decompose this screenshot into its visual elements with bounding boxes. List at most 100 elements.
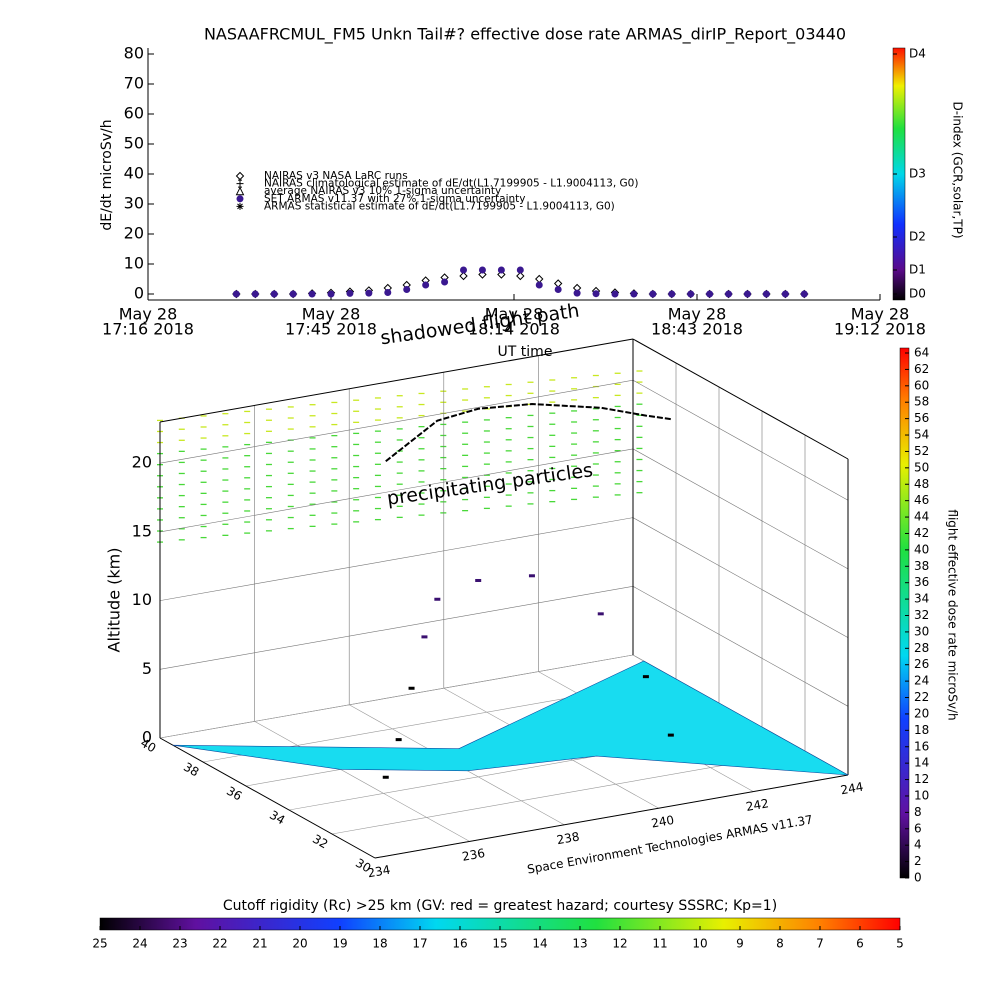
marker-circle bbox=[687, 290, 695, 298]
lon-tick-label: 244 bbox=[839, 780, 864, 798]
marker-plus bbox=[236, 179, 244, 188]
colorbar-tick-label: 48 bbox=[914, 477, 929, 491]
colorbar-tick-label: 6 bbox=[914, 821, 922, 835]
colorbar-tick-label: 14 bbox=[532, 937, 547, 951]
colorbar-tick-label: 40 bbox=[914, 542, 929, 556]
grid-line bbox=[159, 586, 634, 670]
marker-circle bbox=[497, 266, 505, 274]
flight-point bbox=[382, 775, 389, 779]
marker-circle bbox=[762, 290, 770, 298]
x-tick-label: 17:45 2018 bbox=[285, 320, 377, 339]
marker-circle bbox=[308, 290, 316, 298]
colorbar-tick-label: 8 bbox=[776, 937, 784, 951]
legend-label: ARMAS statistical estimate of dE/dt(L1.7… bbox=[264, 200, 615, 212]
colorbar-tick-label: 2 bbox=[914, 854, 922, 868]
colorbar-tick-label: D4 bbox=[909, 47, 926, 61]
colorbar-tick-label: 15 bbox=[492, 937, 507, 951]
lat-tick-label: 40 bbox=[138, 736, 158, 756]
marker-circle bbox=[554, 286, 562, 293]
marker-circle bbox=[630, 290, 638, 298]
lon-tick-label: 240 bbox=[650, 813, 675, 831]
marker-circle bbox=[516, 266, 524, 274]
shadowed-flight-path bbox=[385, 403, 671, 463]
colorbar-tick-label: 16 bbox=[914, 739, 929, 753]
colorbar-tick-label: 5 bbox=[896, 937, 904, 951]
marker-circle bbox=[327, 290, 335, 298]
colorbar-tick-label: 58 bbox=[914, 395, 929, 409]
colorbar-tick-label: 13 bbox=[572, 937, 587, 951]
lat-tick-label: 38 bbox=[181, 760, 201, 780]
flight-point bbox=[475, 578, 482, 582]
box-edge bbox=[632, 338, 849, 460]
colorbar-tick-label: 44 bbox=[914, 510, 929, 524]
y-tick-label: 80 bbox=[124, 44, 144, 63]
flight-point bbox=[434, 597, 441, 601]
marker-diamond bbox=[497, 270, 506, 279]
marker-circle bbox=[441, 278, 449, 286]
rigidity-colorbar-label: Cutoff rigidity (Rc) >25 km (GV: red = g… bbox=[223, 898, 777, 914]
flight-point bbox=[667, 733, 674, 737]
x-tick-label: May 28 bbox=[119, 305, 178, 324]
z-tick-label: 5 bbox=[142, 659, 152, 678]
colorbar-tick-label: 7 bbox=[816, 937, 824, 951]
marker-circle bbox=[270, 290, 278, 298]
lat-tick-label: 34 bbox=[267, 808, 287, 828]
flight-point bbox=[395, 738, 402, 742]
colorbar-tick-label: 30 bbox=[914, 624, 929, 638]
box-edge bbox=[159, 737, 376, 859]
y-tick-label: 40 bbox=[124, 164, 144, 183]
colorbar-tick-label: 21 bbox=[252, 937, 267, 951]
marker-circle bbox=[403, 286, 411, 293]
colorbar-tick-label: 20 bbox=[292, 937, 307, 951]
colorbar-tick-label: D0 bbox=[909, 287, 926, 301]
colorbar-tick-label: 22 bbox=[914, 690, 929, 704]
colorbar-tick-label: 14 bbox=[914, 756, 929, 770]
marker-circle bbox=[535, 281, 543, 289]
marker-diamond bbox=[235, 171, 245, 181]
y-tick-label: 10 bbox=[124, 254, 144, 273]
colorbar-tick-label: 12 bbox=[914, 772, 929, 786]
x-tick-label: May 28 bbox=[668, 305, 727, 324]
grid-line bbox=[632, 517, 849, 638]
flight-point bbox=[642, 675, 649, 679]
marker-circle bbox=[289, 290, 297, 298]
marker-diamond bbox=[478, 270, 487, 279]
colorbar-tick-label: 0 bbox=[914, 871, 922, 885]
marker-circle bbox=[384, 289, 392, 296]
z-tick-label: 10 bbox=[132, 590, 152, 609]
marker-circle bbox=[800, 290, 808, 298]
marker-circle bbox=[649, 290, 657, 298]
marker-circle bbox=[478, 266, 486, 274]
annotation: precipitating particles bbox=[386, 459, 595, 510]
grid-line bbox=[159, 517, 634, 601]
x-tick-label: May 28 bbox=[485, 305, 544, 324]
colorbar-tick-label: 28 bbox=[914, 641, 929, 655]
colorbar-tick-label: 18 bbox=[372, 937, 387, 951]
dose-colorbar-label: flight effective dose rate microSv/h bbox=[946, 509, 960, 720]
y-tick-label: 0 bbox=[134, 284, 144, 303]
grid-line bbox=[254, 721, 470, 842]
rigidity-surface bbox=[172, 660, 849, 776]
x-tick-label: 18:14 2018 bbox=[468, 320, 560, 339]
marker-triangle bbox=[235, 186, 245, 196]
marker-circle bbox=[743, 290, 751, 298]
colorbar-tick-label: 4 bbox=[914, 838, 922, 852]
x-tick-label: 18:43 2018 bbox=[651, 320, 743, 339]
marker-circle bbox=[422, 281, 430, 289]
marker-circle bbox=[781, 290, 789, 298]
y-tick-label: 50 bbox=[124, 134, 144, 153]
colorbar-tick-label: 6 bbox=[856, 937, 864, 951]
marker-diamond bbox=[516, 271, 525, 281]
lat-tick-label: 32 bbox=[310, 832, 330, 852]
marker-diamond bbox=[535, 274, 544, 284]
legend-label: NAIRAS climatological estimate of dE/dt(… bbox=[264, 178, 638, 190]
marker-diamond bbox=[459, 271, 468, 281]
colorbar-tick-label: 54 bbox=[914, 428, 929, 442]
surface-3d: 05101520234236238240242244303234363840sh… bbox=[105, 300, 865, 881]
z-axis-label: Altitude (km) bbox=[105, 548, 124, 653]
marker-circle bbox=[460, 266, 468, 274]
colorbar-tick-label: D2 bbox=[909, 230, 926, 244]
colorbar-tick-label: 64 bbox=[914, 346, 929, 360]
y-tick-label: 70 bbox=[124, 74, 144, 93]
colorbar-tick-label: 56 bbox=[914, 411, 929, 425]
